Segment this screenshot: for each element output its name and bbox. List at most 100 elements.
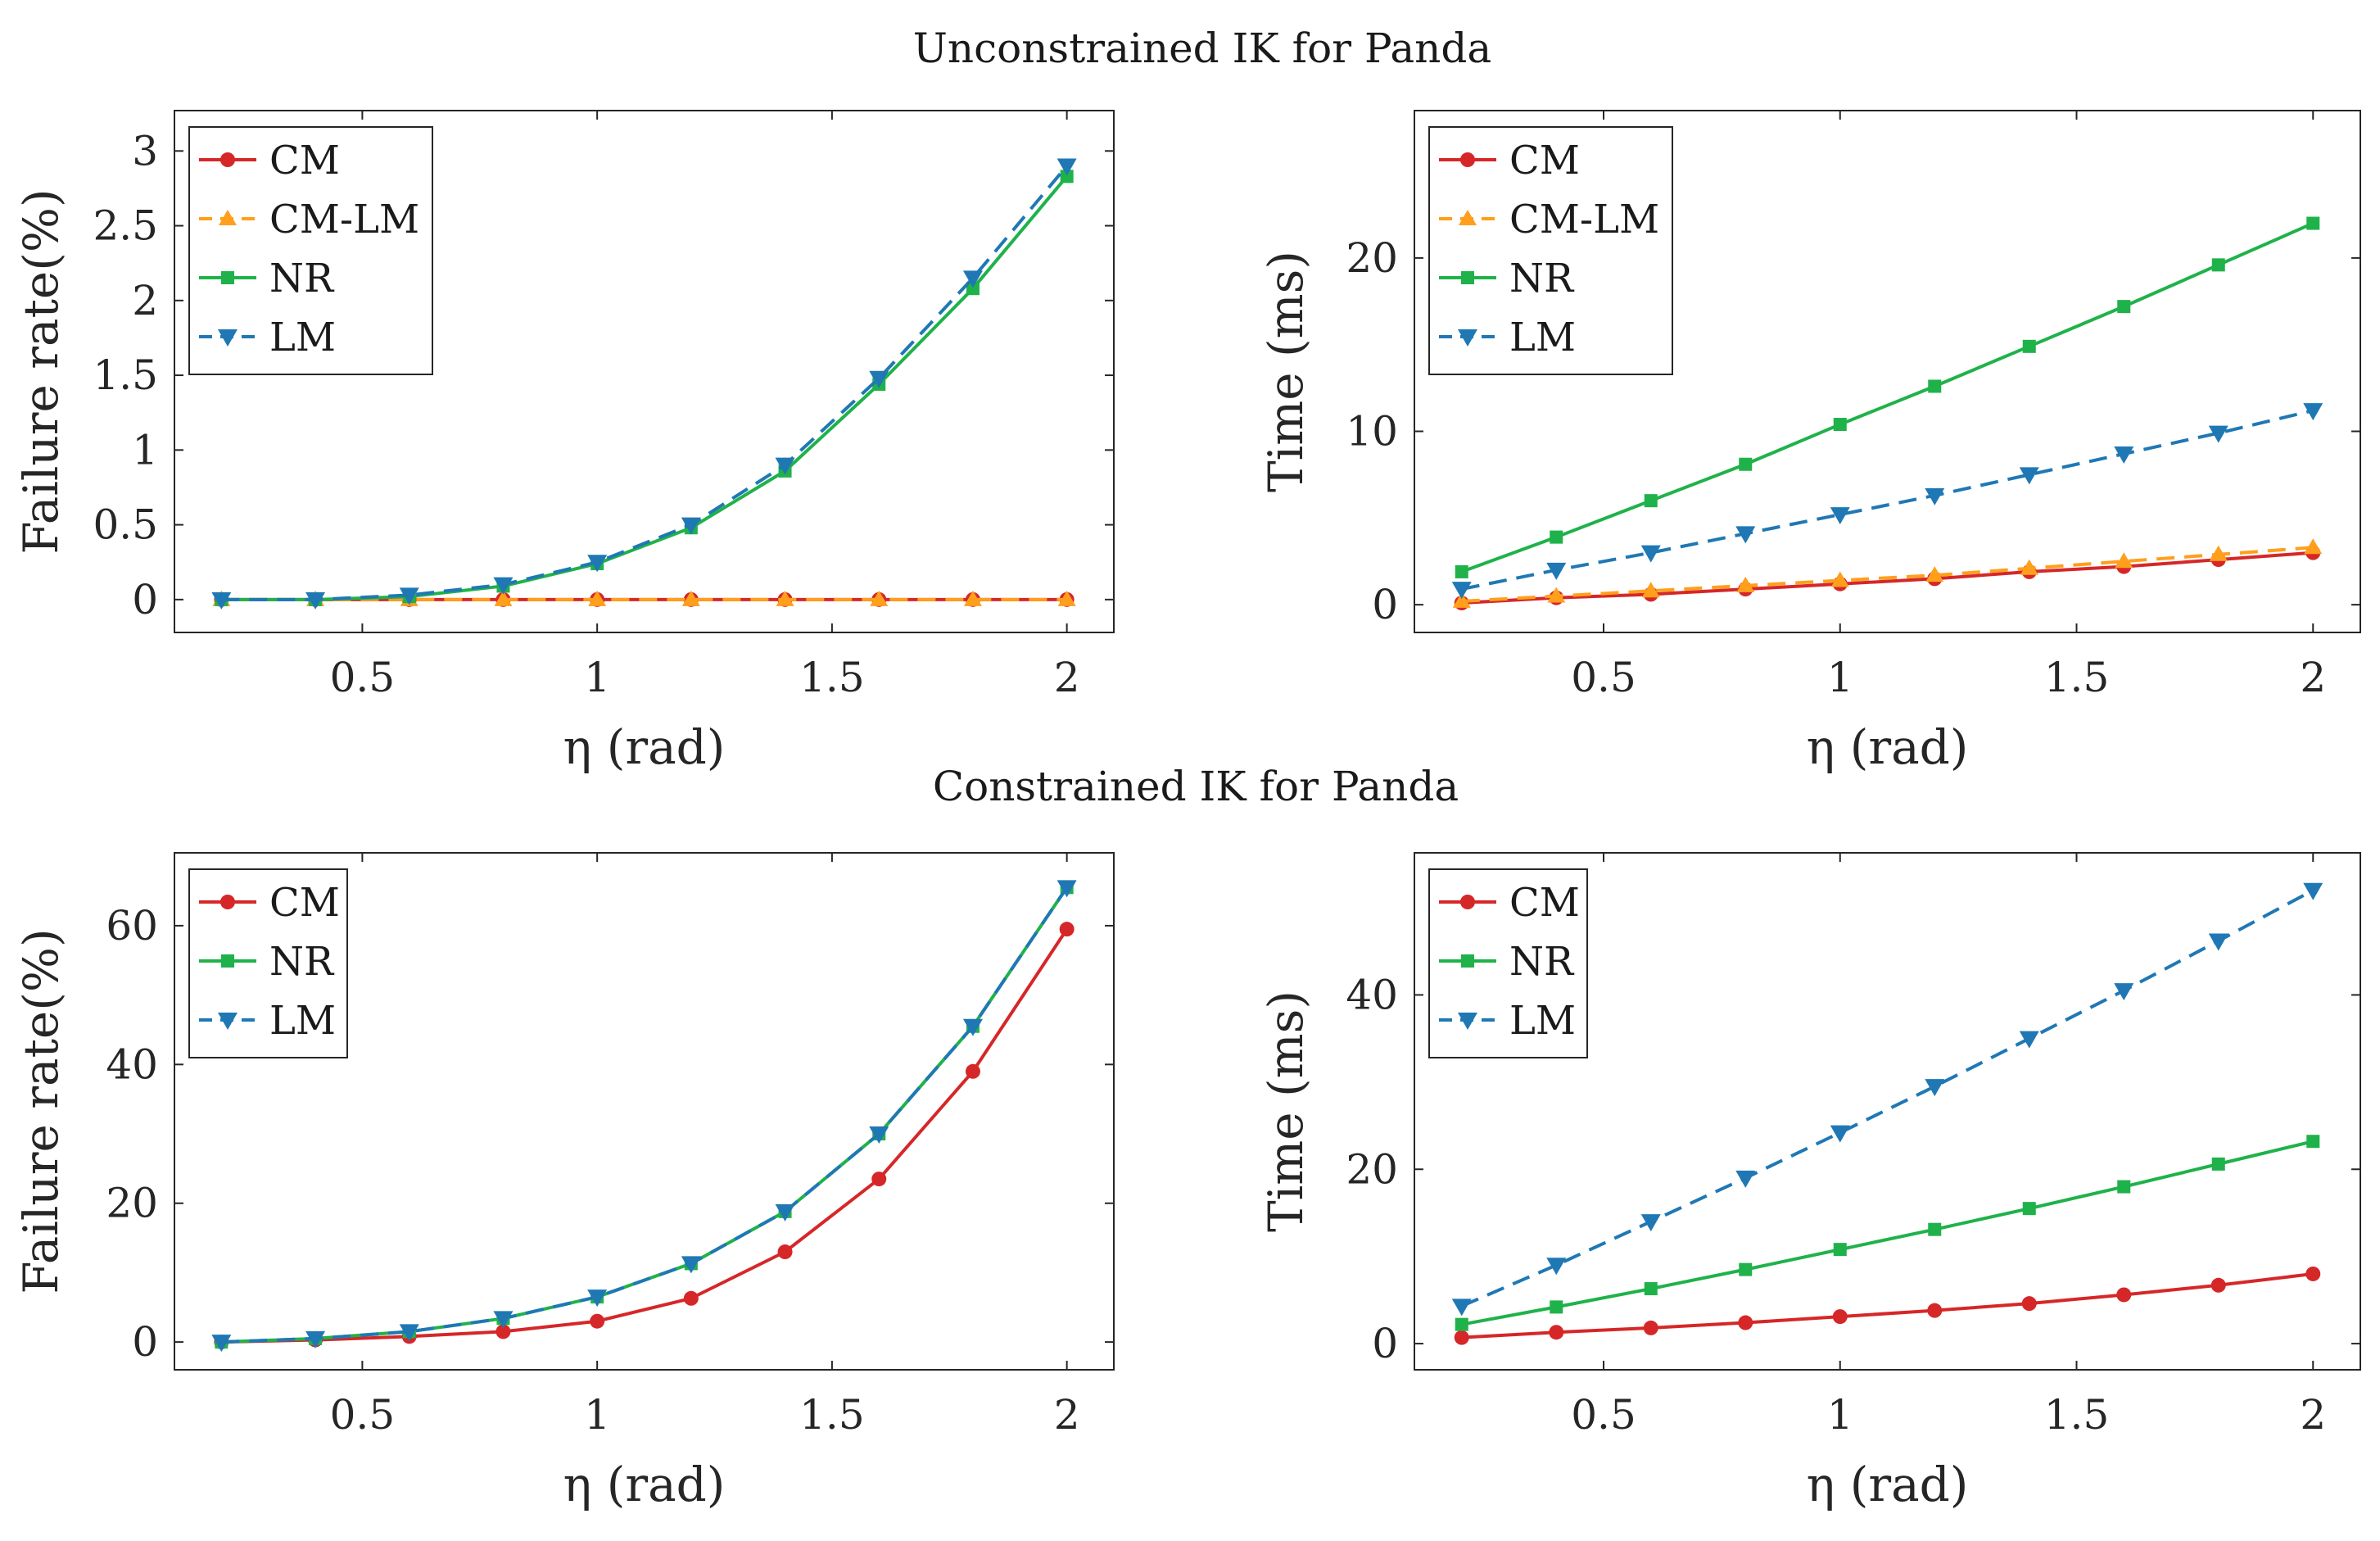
data-point-lm [775, 457, 795, 475]
y-tick-label: 0 [132, 1318, 158, 1366]
data-point-nr [2306, 1135, 2320, 1149]
y-tick-label: 0 [1372, 1320, 1398, 1367]
data-point-cm-lm [1830, 571, 1849, 587]
x-tick-label: 1 [1827, 1391, 1853, 1439]
legend-marker-nr [1461, 271, 1474, 284]
data-point-cm [590, 1313, 605, 1329]
data-point-lm [1830, 1125, 1850, 1143]
data-point-nr [1455, 564, 1468, 578]
data-point-cm [683, 1290, 699, 1306]
data-point-lm [2208, 933, 2228, 951]
y-axis-label: Failure rate(%) [13, 188, 69, 554]
legend-label-lm: LM [1509, 315, 1576, 360]
data-point-cm [1059, 922, 1075, 937]
y-tick-label: 2.5 [93, 202, 158, 250]
legend: CM CM-LM NR LM [188, 126, 433, 375]
series-line-lm [221, 165, 1069, 601]
legend-label-cm-lm: CM-LM [1509, 197, 1659, 242]
data-point-nr [966, 282, 980, 296]
data-point-nr [2117, 1180, 2131, 1194]
x-tick-label: 2 [1054, 654, 1080, 701]
data-point-nr [1928, 1222, 1942, 1236]
x-axis-label: η (rad) [1807, 719, 1969, 775]
legend-marker-cm [1460, 152, 1475, 167]
data-point-nr [1928, 379, 1942, 393]
plot-frame [1414, 110, 2361, 633]
data-point-nr [1739, 1262, 1753, 1276]
data-point-cm [1549, 1325, 1564, 1340]
x-tick-label: 1.5 [2044, 654, 2110, 701]
legend-marker-lm [1458, 1013, 1477, 1030]
series-line-cm [221, 928, 1069, 1344]
data-point-nr [1739, 457, 1753, 471]
data-point-cm-lm [2115, 552, 2133, 569]
y-tick-label: 0.5 [93, 501, 158, 549]
y-tick-label: 40 [1346, 971, 1398, 1018]
legend-label-lm: LM [269, 315, 336, 360]
data-point-cm-lm [1057, 590, 1076, 606]
data-point-lm [2019, 467, 2039, 485]
series-line-lm [1460, 888, 2314, 1308]
data-point-cm-lm [2304, 538, 2323, 555]
data-point-nr [1644, 1282, 1658, 1296]
data-point-cm-lm [681, 590, 700, 606]
data-point-cm [1643, 1320, 1658, 1335]
data-point-lm [399, 1324, 419, 1342]
legend-label-lm: LM [269, 998, 336, 1044]
data-point-nr [2117, 300, 2131, 314]
x-tick-label: 0.5 [330, 1391, 396, 1439]
y-axis-label: Time (ms) [1258, 251, 1314, 492]
data-point-lm [681, 1256, 701, 1274]
series-line-cm-lm [1461, 546, 2314, 603]
data-point-cm [2210, 1277, 2226, 1293]
y-tick-label: 1 [132, 426, 158, 474]
legend-marker-cm [220, 152, 235, 167]
plot-frame [174, 852, 1115, 1371]
legend-marker-lm [218, 1013, 238, 1030]
data-point-lm [2019, 1031, 2039, 1049]
x-tick-label: 0.5 [1571, 654, 1636, 701]
data-point-cm [871, 1172, 887, 1187]
y-tick-label: 40 [106, 1040, 158, 1088]
data-point-nr [1833, 418, 1847, 432]
data-point-cm-lm [1925, 566, 1944, 582]
data-point-lm [2303, 882, 2323, 900]
y-tick-label: 20 [1346, 234, 1398, 282]
data-point-lm [1057, 158, 1077, 176]
data-point-nr [1060, 170, 1074, 184]
data-point-lm [1451, 582, 1472, 600]
data-point-cm-lm [1736, 576, 1755, 592]
data-point-lm [1640, 545, 1661, 563]
legend-marker-nr [1461, 954, 1474, 968]
legend-label-nr: NR [269, 256, 335, 301]
data-point-nr [2211, 1157, 2225, 1171]
data-point-nr [2211, 258, 2225, 272]
series-line-lm [221, 886, 1069, 1344]
plot-frame [174, 110, 1115, 633]
data-point-lm [1546, 562, 1567, 580]
y-tick-label: 20 [1346, 1145, 1398, 1193]
data-point-lm [775, 1203, 795, 1221]
legend-label-cm: CM [1509, 138, 1580, 184]
data-point-lm [869, 1126, 889, 1144]
data-point-lm [493, 1311, 514, 1329]
data-point-nr [1550, 530, 1563, 544]
series-line-cm [1461, 1271, 2314, 1339]
data-point-lm [1735, 526, 1756, 544]
series-line-cm [1461, 551, 2314, 605]
data-point-lm [1451, 1299, 1472, 1317]
data-point-cm-lm [1547, 587, 1566, 603]
data-point-cm [777, 1244, 793, 1260]
data-point-cm-lm [963, 590, 982, 606]
y-tick-label: 0 [132, 576, 158, 623]
data-point-lm [1925, 487, 1945, 505]
legend-marker-cm-lm [1459, 210, 1477, 225]
y-tick-label: 10 [1346, 408, 1398, 456]
y-axis-label: Time (ms) [1258, 990, 1314, 1232]
data-point-lm [1546, 1258, 1567, 1276]
data-point-cm [2116, 1287, 2132, 1303]
y-tick-label: 20 [106, 1180, 158, 1227]
legend-label-nr: NR [1509, 939, 1575, 985]
x-tick-label: 1.5 [799, 654, 865, 701]
